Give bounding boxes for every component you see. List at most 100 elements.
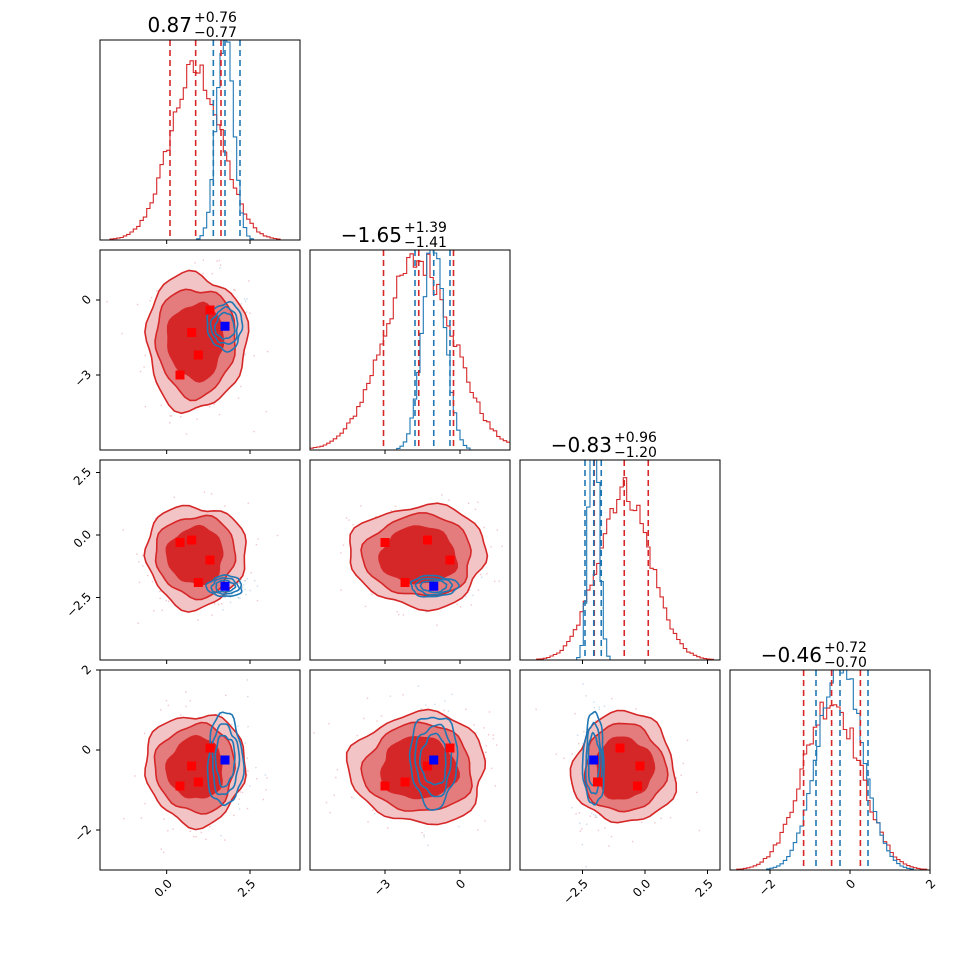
- blue-sample-point: [594, 814, 597, 817]
- blue-sample-point: [472, 594, 474, 596]
- panel-frame: [309, 249, 511, 451]
- blue-sample-point: [264, 774, 266, 776]
- panel-2-3: [340, 494, 503, 626]
- red-sample-point: [169, 421, 171, 424]
- red-sample-point: [136, 553, 138, 555]
- blue-contour-level-3: [419, 732, 447, 786]
- red-sample-point: [698, 829, 700, 832]
- red-sample-point: [483, 727, 485, 729]
- blue-sample-point: [243, 298, 246, 300]
- red-sample-point: [313, 732, 315, 734]
- red-sample-point: [170, 415, 173, 417]
- blue-sample-point: [447, 710, 450, 712]
- title-value: −0.46: [761, 643, 822, 667]
- red-sample-point: [484, 820, 486, 822]
- red-sample-point: [167, 830, 169, 832]
- blue-sample-point: [425, 611, 427, 613]
- red-sample-point: [484, 757, 487, 760]
- red-marker: [445, 743, 455, 753]
- red-sample-point: [154, 517, 157, 520]
- red-sample-point: [211, 272, 213, 275]
- red-sample-point: [238, 582, 240, 585]
- blue-sample-point: [244, 588, 246, 591]
- red-sample-point: [143, 366, 145, 368]
- blue-sample-point: [230, 723, 233, 726]
- blue-sample-point: [245, 593, 247, 596]
- red-sample-point: [167, 704, 170, 707]
- red-sample-point: [239, 791, 241, 793]
- blue-sample-point: [249, 589, 251, 592]
- red-sample-point: [423, 834, 425, 836]
- red-marker: [380, 538, 390, 547]
- red-sample-point: [210, 493, 213, 495]
- red-sample-point: [136, 303, 139, 306]
- blue-contour-level-2: [584, 721, 603, 795]
- blue-sample-point: [241, 587, 244, 589]
- red-sample-point: [675, 777, 678, 779]
- red-sample-point: [325, 801, 328, 804]
- red-sample-point: [265, 789, 267, 791]
- panel-frame: [309, 669, 511, 871]
- blue-contour-level-2: [414, 723, 453, 798]
- blue-sample-point: [596, 816, 598, 819]
- blue-sample-point: [246, 774, 248, 776]
- red-sample-point: [220, 264, 222, 266]
- red-sample-point: [490, 546, 492, 548]
- red-sample-point: [402, 694, 404, 696]
- diagonal-histogram-3: [520, 460, 720, 660]
- red-sample-point: [265, 410, 267, 413]
- blue-sample-point: [420, 708, 422, 710]
- red-sample-point: [224, 596, 226, 598]
- red-sample-point: [123, 817, 125, 820]
- red-sample-point: [488, 711, 491, 713]
- red-sample-point: [669, 816, 672, 819]
- red-sample-point: [253, 354, 255, 357]
- blue-sample-point: [256, 585, 259, 587]
- blue-contour-level-3: [214, 311, 236, 340]
- red-sample-point: [255, 777, 258, 780]
- blue-sample-point: [598, 708, 600, 711]
- blue-sample-point: [237, 582, 239, 584]
- blue-contour-level-1: [205, 574, 243, 598]
- red-sample-point: [597, 829, 600, 832]
- red-sample-point: [224, 505, 226, 507]
- blue-marker: [589, 755, 599, 765]
- red-sample-point: [345, 517, 348, 519]
- red-marker: [205, 743, 215, 753]
- red-sample-point: [150, 296, 153, 299]
- red-sample-point: [237, 397, 240, 399]
- blue-marker: [220, 581, 230, 591]
- blue-sample-point: [231, 593, 233, 596]
- blue-sample-point: [582, 683, 584, 685]
- red-sample-point: [216, 260, 218, 262]
- red-sample-point: [654, 822, 656, 824]
- red-sample-point: [640, 821, 643, 823]
- red-sample-point: [209, 405, 211, 408]
- blue-sample-point: [585, 865, 587, 868]
- blue-sample-point: [451, 693, 453, 696]
- blue-sample-point: [585, 823, 588, 826]
- red-marker: [193, 350, 203, 360]
- red-sample-point: [459, 606, 462, 608]
- red-sample-point: [159, 597, 161, 600]
- red-sample-point: [160, 709, 162, 711]
- red-sample-point: [498, 580, 501, 582]
- blue-sample-point: [220, 834, 222, 837]
- blue-sample-point: [246, 298, 248, 300]
- red-sample-point: [372, 809, 374, 811]
- panel-frame: [729, 669, 931, 871]
- red-sample-point: [106, 300, 108, 303]
- blue-sample-point: [240, 578, 242, 581]
- panels: −30−2.50.02.50.0 2.5−202−3 0 −2.5 0.0 2.5 −2 0 2…: [64, 10, 939, 907]
- red-sample-point: [233, 288, 235, 291]
- blue-sample-point: [238, 581, 240, 584]
- red-sample-point: [495, 744, 498, 746]
- red-sample-point: [144, 354, 146, 357]
- diagonal-histogram-4: [730, 670, 930, 870]
- blue-contour-level-3: [214, 734, 236, 788]
- title-value: −1.65: [341, 223, 402, 247]
- red-sample-point: [163, 818, 165, 820]
- red-sample-point: [335, 776, 337, 779]
- red-sample-point: [477, 829, 479, 831]
